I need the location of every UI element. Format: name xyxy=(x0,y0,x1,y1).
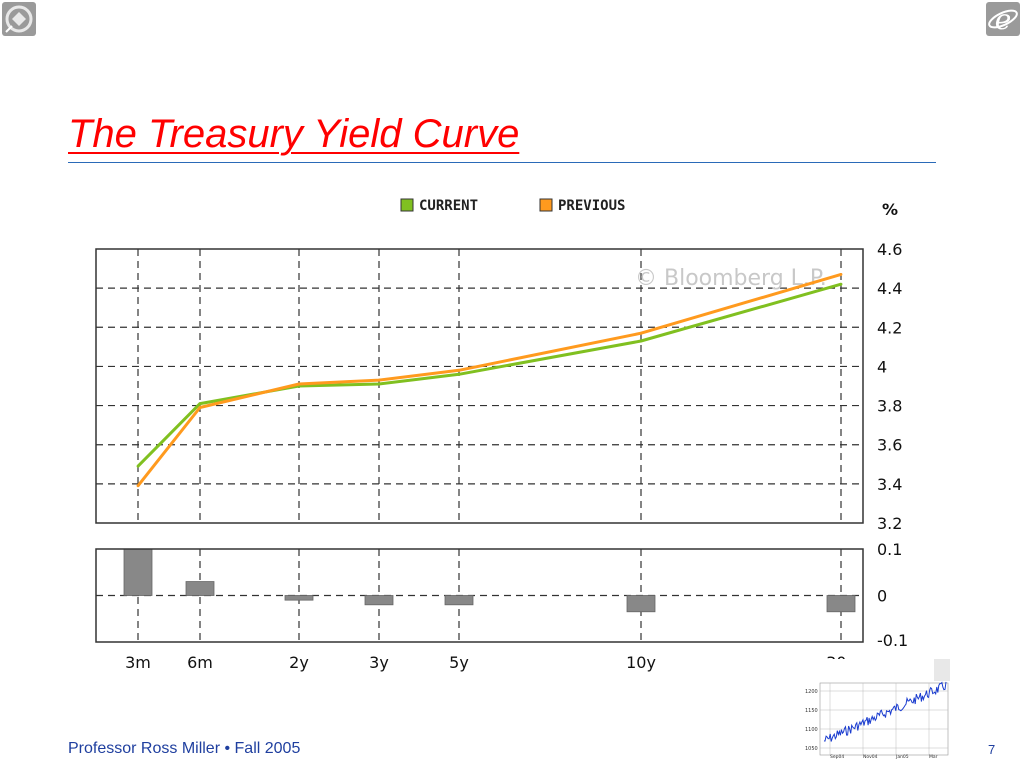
series-point-previous xyxy=(839,273,843,276)
diff-bars xyxy=(123,548,856,613)
diff-bar xyxy=(364,595,394,606)
main-y-tick-label: 4.4 xyxy=(877,279,902,298)
thumbnail-y-tick: 1200 xyxy=(805,689,818,695)
diff-y-tick-label: 0 xyxy=(877,587,887,606)
thumbnail-x-tick: Jan05 xyxy=(895,754,909,759)
x-tick-label: 10y xyxy=(626,653,656,672)
main-y-tick-label: 3.8 xyxy=(877,397,902,416)
diff-bar xyxy=(826,595,856,613)
diff-bar xyxy=(626,595,656,613)
x-tick-label: 3y xyxy=(369,653,389,672)
legend-label-previous: PREVIOUS xyxy=(558,198,625,214)
main-y-tick-label: 4 xyxy=(877,357,887,376)
x-tick-label: 5y xyxy=(449,653,469,672)
series-point-current xyxy=(639,339,643,343)
thumbnail-x-tick: Nov04 xyxy=(863,754,878,759)
diff-plot-frame xyxy=(95,548,864,643)
title-divider xyxy=(68,162,936,163)
series-point-current xyxy=(198,402,202,405)
thumbnail-x-tick: Sep04 xyxy=(830,754,844,759)
series-point-current xyxy=(136,464,140,468)
main-y-tick-label: 4.6 xyxy=(877,240,902,259)
diff-y-tick-label: -0.1 xyxy=(877,631,908,650)
legend-label-current: CURRENT xyxy=(419,198,478,214)
thumbnail-index-chart: 1200 1150 1100 1050 Sep04 Nov04 Jan05 Mar xyxy=(804,659,950,759)
x-tick-label: 2y xyxy=(289,653,309,672)
x-axis-labels: 3m6m2y3y5y10y30y xyxy=(125,653,856,672)
series-point-current xyxy=(839,282,843,286)
thumbnail-frame xyxy=(819,682,949,756)
diff-y-tick-label: 0.1 xyxy=(877,540,902,559)
internet-explorer-icon: e xyxy=(986,2,1020,36)
page-number: 7 xyxy=(988,742,996,757)
thumbnail-line xyxy=(823,681,947,742)
y-axis-unit: % xyxy=(882,200,898,219)
thumbnail-y-tick: 1100 xyxy=(805,727,818,733)
series-point-previous xyxy=(457,368,461,372)
series-point-previous xyxy=(198,406,202,409)
x-tick-label: 6m xyxy=(187,653,213,672)
chart-legend: CURRENT PREVIOUS xyxy=(400,198,625,214)
diff-grid xyxy=(96,549,863,642)
thumbnail-x-ticks: Sep04 Nov04 Jan05 Mar xyxy=(830,754,938,759)
legend-swatch-current xyxy=(400,198,414,212)
diff-bar xyxy=(185,581,215,596)
thumbnail-y-tick: 1050 xyxy=(805,746,818,752)
series-point-previous xyxy=(136,484,140,488)
series-point-previous xyxy=(297,382,301,386)
series-point-current xyxy=(457,372,461,376)
main-grid xyxy=(96,249,863,523)
main-y-tick-label: 3.6 xyxy=(877,436,902,455)
main-y-tick-label: 3.2 xyxy=(877,514,902,533)
main-plot-frame xyxy=(95,248,864,524)
diff-bar xyxy=(284,595,314,601)
svg-text:e: e xyxy=(995,3,1012,36)
series-point-previous xyxy=(377,378,381,382)
diff-y-ticks: 0.1 0 -0.1 xyxy=(877,540,908,650)
legend-swatch-previous xyxy=(539,198,553,212)
thumbnail-y-ticks: 1200 1150 1100 1050 xyxy=(805,689,818,752)
series-point-current xyxy=(377,382,381,386)
footer-text: Professor Ross Miller • Fall 2005 xyxy=(68,740,301,757)
series-point-previous xyxy=(639,331,643,335)
yield-curve-chart: CURRENT PREVIOUS % © Bloomberg L.P. 4.64… xyxy=(85,172,933,680)
main-y-tick-label: 4.2 xyxy=(877,318,902,337)
diff-bar xyxy=(444,595,474,606)
main-y-ticks: 4.6 4.4 4.2 4 3.8 3.6 3.4 3.2 xyxy=(877,240,902,533)
bloomberg-logo-icon xyxy=(2,2,36,36)
main-series xyxy=(136,272,843,488)
x-tick-label: 3m xyxy=(125,653,151,672)
thumbnail-y-tick: 1150 xyxy=(805,708,818,714)
diff-bar xyxy=(123,548,153,596)
thumbnail-x-tick: Mar xyxy=(929,754,938,759)
slide-title: The Treasury Yield Curve xyxy=(68,112,520,156)
main-y-tick-label: 3.4 xyxy=(877,475,902,494)
